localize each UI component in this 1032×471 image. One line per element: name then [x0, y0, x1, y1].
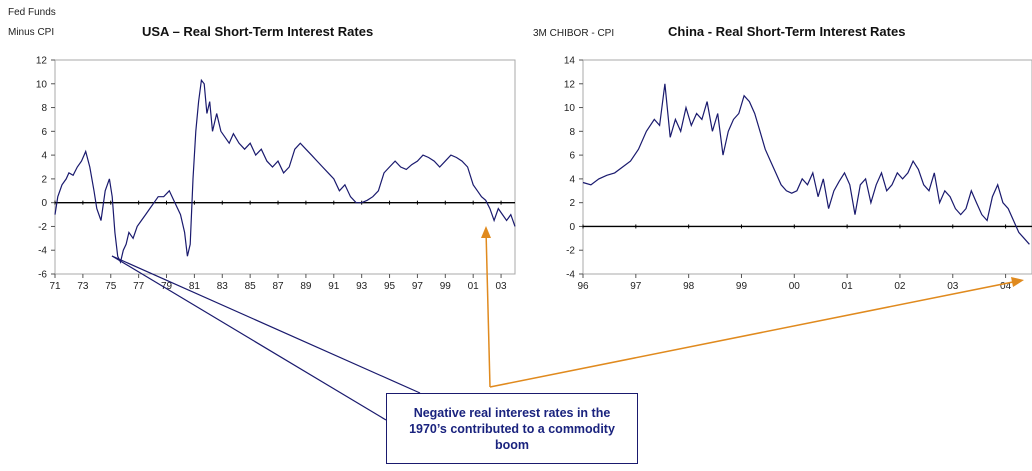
usa-x-tick-label: 77: [133, 281, 145, 292]
usa-plot-frame: [54, 59, 516, 275]
usa-x-tick-label: 71: [49, 281, 61, 292]
china-x-tick-label: 00: [789, 281, 801, 292]
china-x-axis: 96 97 98 99 00 01 02 03 04: [577, 224, 1012, 292]
navy-pointer-line-upper: [111, 255, 421, 394]
china-x-tick-label: 03: [947, 281, 959, 292]
china-x-tick-label: 97: [630, 281, 642, 292]
usa-y-tick-label: -2: [38, 222, 47, 233]
china-chart-title: China - Real Short-Term Interest Rates: [668, 24, 905, 39]
usa-x-tick-label: 83: [217, 281, 229, 292]
usa-chart: Fed Funds Minus CPI USA – Real Short-Ter…: [8, 7, 516, 292]
usa-x-tick-label: 91: [328, 281, 340, 292]
china-y-tick-label: 14: [564, 56, 576, 67]
usa-x-tick-label: 99: [440, 281, 452, 292]
usa-y-tick-label: 10: [36, 79, 48, 90]
usa-y-tick-label: 8: [41, 103, 47, 114]
china-y-tick-label: 8: [569, 127, 575, 138]
china-x-tick-label: 98: [683, 281, 695, 292]
usa-x-tick-label: 03: [495, 281, 507, 292]
usa-x-tick-label: 97: [412, 281, 424, 292]
usa-chart-title: USA – Real Short-Term Interest Rates: [142, 24, 373, 39]
usa-x-tick-label: 89: [300, 281, 312, 292]
usa-ylabel-line2: Minus CPI: [8, 27, 54, 38]
china-x-tick-label: 96: [577, 281, 589, 292]
orange-arrowhead-usa: [481, 226, 491, 238]
china-y-tick-label: 6: [569, 151, 575, 162]
china-x-tick-label: 04: [1000, 281, 1012, 292]
china-y-tick-label: -2: [566, 246, 575, 257]
china-ylabel: 3M CHIBOR - CPI: [533, 28, 614, 39]
china-y-tick-label: -4: [566, 270, 575, 281]
china-y-axis: -4 -2 0 2 4 6 8 10 12 14: [564, 56, 583, 281]
china-rate-series-line: [582, 83, 1030, 245]
usa-y-tick-label: 0: [41, 198, 47, 209]
usa-y-axis: -6 -4 -2 0 2 4 6 8 10 12: [36, 56, 55, 281]
china-chart: 3M CHIBOR - CPI China - Real Short-Term …: [533, 24, 1032, 292]
usa-x-tick-label: 85: [245, 281, 257, 292]
usa-x-tick-label: 93: [356, 281, 368, 292]
usa-x-tick-label: 79: [161, 281, 173, 292]
navy-pointer-line-lower: [111, 255, 387, 421]
orange-arrowhead-china: [1011, 277, 1024, 287]
callout-box: Negative real interest rates in the 1970…: [386, 393, 638, 464]
china-x-tick-label: 02: [894, 281, 906, 292]
orange-arrow-to-usa: [485, 229, 491, 388]
usa-x-tick-label: 95: [384, 281, 396, 292]
usa-y-tick-label: 4: [41, 151, 47, 162]
usa-y-tick-label: -4: [38, 246, 47, 257]
china-y-tick-label: 10: [564, 103, 576, 114]
usa-y-tick-label: 12: [36, 56, 48, 67]
china-plot-frame: [582, 59, 1032, 275]
usa-x-tick-label: 75: [105, 281, 117, 292]
usa-x-tick-label: 81: [189, 281, 201, 292]
usa-y-tick-label: -6: [38, 270, 47, 281]
usa-x-axis: 71 73 75 77 79 81 83 85 87 89 91 93 95 97 99 01 03: [49, 200, 507, 292]
usa-ylabel-line1: Fed Funds: [8, 7, 56, 18]
china-y-tick-label: 0: [569, 222, 575, 233]
usa-x-tick-label: 87: [272, 281, 284, 292]
china-x-tick-label: 99: [736, 281, 748, 292]
usa-rate-series-line: [54, 78, 516, 264]
china-y-tick-label: 4: [569, 174, 575, 185]
china-y-tick-label: 12: [564, 79, 576, 90]
orange-arrow-to-china: [489, 280, 1019, 388]
china-y-tick-label: 2: [569, 198, 575, 209]
usa-x-tick-label: 73: [77, 281, 89, 292]
usa-y-tick-label: 2: [41, 174, 47, 185]
china-x-tick-label: 01: [842, 281, 854, 292]
usa-y-tick-label: 6: [41, 127, 47, 138]
callout-text: Negative real interest rates in the 1970…: [409, 405, 615, 452]
annotation-arrows: [111, 226, 1024, 421]
usa-x-tick-label: 01: [468, 281, 480, 292]
